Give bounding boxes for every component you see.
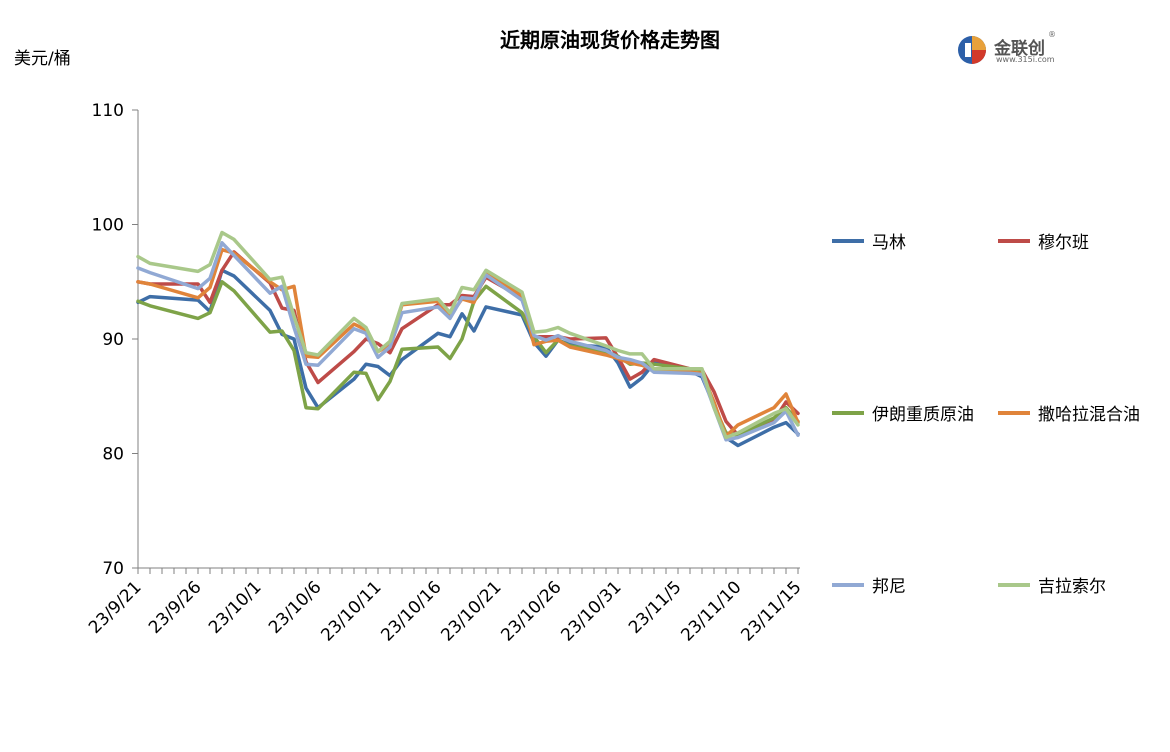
legend-label: 伊朗重质原油 (872, 405, 974, 425)
logo-url: www.315i.com (996, 55, 1055, 64)
legend-swatch (998, 410, 1030, 415)
legend-swatch (998, 238, 1030, 243)
x-tick-label: 23/9/21 (85, 577, 145, 637)
legend-label: 邦尼 (872, 577, 906, 597)
series-line-6 (136, 230, 800, 440)
series-line-3 (136, 280, 800, 437)
brand-logo: 金联创 ® www.315i.com (956, 30, 1066, 70)
x-tick-label: 23/10/6 (265, 577, 325, 637)
x-tick-label: 23/10/16 (377, 577, 445, 645)
logo-name: 金联创 (994, 39, 1045, 59)
x-tick-label: 23/11/5 (625, 577, 685, 637)
legend-label: 撒哈拉混合油 (1038, 405, 1140, 425)
series-line-5 (136, 241, 800, 442)
y-axis-unit-label: 美元/桶 (14, 49, 71, 69)
logo-icon (958, 36, 986, 64)
legend-item-3: 伊朗重质原油 (832, 400, 974, 425)
x-tick-label: 23/9/26 (145, 577, 205, 637)
x-tick-label: 23/10/11 (317, 577, 385, 645)
legend-item-1: 马林 (832, 228, 906, 253)
x-tick-label: 23/10/1 (205, 577, 265, 637)
legend-swatch (832, 410, 864, 415)
legend-item-5: 邦尼 (832, 572, 906, 597)
legend-label: 马林 (872, 233, 906, 253)
legend-swatch (832, 238, 864, 243)
logo-registered-mark: ® (1048, 30, 1056, 39)
x-tick-label: 23/10/31 (557, 577, 625, 645)
legend-item-2: 穆尔班 (998, 228, 1089, 253)
y-tick-label: 90 (102, 330, 124, 350)
legend-item-6: 吉拉索尔 (998, 572, 1106, 597)
legend-item-4: 撒哈拉混合油 (998, 400, 1140, 425)
x-tick-label: 23/10/21 (437, 577, 505, 645)
legend-label: 吉拉索尔 (1038, 577, 1106, 597)
x-tick-label: 23/10/26 (497, 577, 565, 645)
legend-label: 穆尔班 (1038, 233, 1089, 253)
chart-title: 近期原油现货价格走势图 (500, 28, 720, 52)
y-tick-label: 80 (102, 445, 124, 465)
x-tick-label: 23/11/15 (737, 577, 805, 645)
legend-swatch (998, 582, 1030, 587)
y-tick-label: 110 (92, 101, 124, 121)
x-tick-label: 23/11/10 (677, 577, 745, 645)
y-tick-label: 70 (102, 559, 124, 579)
y-tick-label: 100 (92, 216, 124, 236)
legend-swatch (832, 582, 864, 587)
